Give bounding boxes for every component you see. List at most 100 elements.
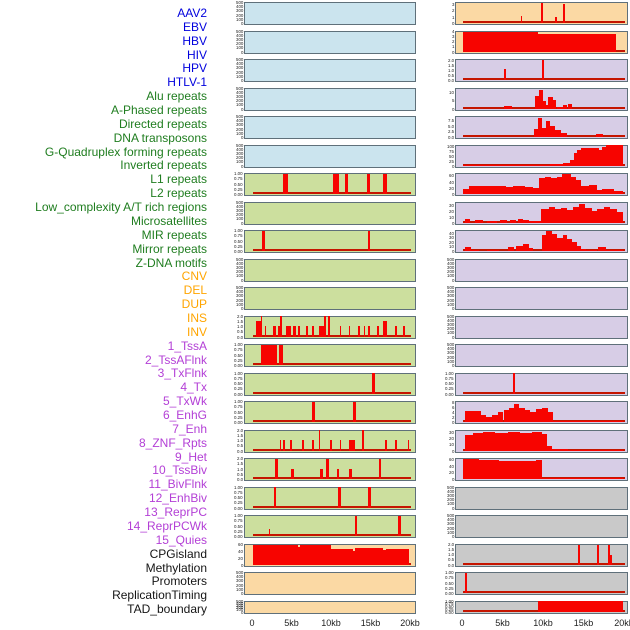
data-bar (264, 326, 267, 337)
data-bar (403, 326, 405, 337)
data-bar (571, 242, 578, 251)
y-tick-label: 200 (235, 12, 243, 18)
data-bar (561, 174, 571, 194)
y-tick-label: 10 (449, 244, 454, 250)
signal-baseline (253, 420, 411, 422)
data-bar (298, 326, 300, 337)
data-bar (372, 373, 375, 394)
data-bar (522, 244, 529, 251)
data-bar (272, 326, 276, 337)
y-tick-label: 200 (235, 126, 243, 132)
data-bar (503, 69, 506, 80)
data-bar (567, 238, 572, 251)
data-bar (325, 458, 329, 479)
track-label: 10_TssBiv (152, 463, 207, 478)
track-label: DNA transposons (113, 130, 207, 145)
track-panel: 40 30 20 10 0 (449, 230, 628, 254)
y-tick-label: 100 (446, 273, 454, 279)
data-bar (568, 449, 624, 451)
data-bar (547, 445, 553, 451)
y-tick-label: 0 (451, 477, 454, 483)
y-tick-label: 60 (238, 542, 243, 548)
data-bar (538, 118, 543, 137)
data-bar (368, 326, 370, 337)
y-tick-label: 100 (235, 216, 243, 222)
y-tick-label: 0.0 (236, 448, 243, 454)
data-bar (607, 544, 610, 565)
data-bar (368, 487, 371, 508)
track-label: ReplicationTiming (112, 588, 207, 603)
track-panel: 500 400 300 200 100 0 (236, 200, 416, 225)
y-tick-label: 100 (446, 530, 454, 535)
data-bar (279, 440, 282, 451)
data-bar (577, 149, 582, 166)
data-bar (513, 185, 525, 194)
y-tick-label: 400 (235, 89, 243, 95)
signal-baseline (253, 391, 411, 394)
track-panel: 60 40 20 0 (238, 543, 416, 567)
data-bar (464, 434, 473, 451)
y-tick-label: 200 (235, 269, 243, 275)
y-tick-label: 4 (451, 29, 454, 35)
y-tick-label: 0.75 (234, 233, 243, 239)
y-tick-label: 0 (451, 334, 454, 340)
y-tick-label: 0 (240, 277, 243, 283)
y-tick-label: 8 (451, 400, 454, 406)
data-bar (312, 440, 314, 451)
data-bar (349, 468, 352, 479)
track-panel: 10 5 0 (449, 87, 628, 111)
y-tick-label: 0 (240, 49, 243, 55)
data-bar (563, 162, 570, 166)
y-tick-label: 400 (235, 574, 243, 580)
y-tick-label: 1.00 (445, 370, 454, 376)
data-bar (286, 326, 291, 337)
y-tick-label: 0.00 (445, 391, 454, 397)
data-bar (535, 95, 540, 109)
y-tick-label: 400 (446, 488, 454, 494)
track-panel: 2.0 1.5 1.0 0.5 0.0 (237, 428, 416, 453)
y-tick-label: 0.50 (234, 181, 243, 187)
y-tick-label: 500 (446, 342, 454, 348)
y-tick-label: 1.0 (447, 68, 454, 73)
data-bar (301, 440, 304, 451)
y-tick-label: 0.0 (236, 334, 243, 340)
data-bar (385, 548, 409, 565)
data-bar (383, 173, 388, 194)
data-bar (330, 440, 332, 451)
track-label: Microsatellites (130, 213, 207, 228)
y-tick-label: 2 (451, 39, 454, 45)
y-tick-label: 20 (449, 186, 454, 192)
track-label: 6_EnhG (162, 408, 207, 423)
data-bar (253, 545, 299, 565)
y-tick-label: 1 (451, 14, 454, 20)
track-label: L2 repeats (150, 186, 207, 201)
track-panel: 500 400 300 200 100 0 (236, 29, 416, 55)
data-bar (500, 219, 507, 223)
y-tick-label: 500 (235, 142, 243, 148)
data-bar (472, 433, 484, 451)
track-panel: 500 400 300 200 100 0 (236, 115, 416, 140)
data-bar (567, 209, 574, 223)
track-panel: 2.0 1.5 1.0 0.5 0.0 (237, 314, 416, 339)
y-tick-label: 300 (446, 350, 454, 356)
y-tick-label: 0.25 (234, 187, 243, 192)
data-bar (529, 221, 541, 223)
data-bar (519, 461, 536, 479)
y-tick-label: 0.25 (445, 586, 454, 591)
data-bar (552, 421, 624, 422)
data-bar (545, 121, 551, 137)
data-bar (541, 235, 547, 251)
y-tick-label: 7.5 (447, 118, 454, 124)
data-bar (463, 459, 480, 479)
data-bar (605, 145, 624, 166)
y-tick-label: 200 (235, 41, 243, 47)
y-tick-label: 1.0 (447, 552, 454, 558)
y-tick-label: 100 (446, 501, 454, 507)
data-bar (339, 440, 342, 451)
y-tick-label: 300 (235, 8, 243, 14)
y-tick-label: 1.5 (236, 461, 243, 467)
data-bar (260, 316, 263, 337)
track-label: 7_Enh (172, 421, 207, 436)
x-axis-tick-label: 10kb (321, 618, 341, 628)
